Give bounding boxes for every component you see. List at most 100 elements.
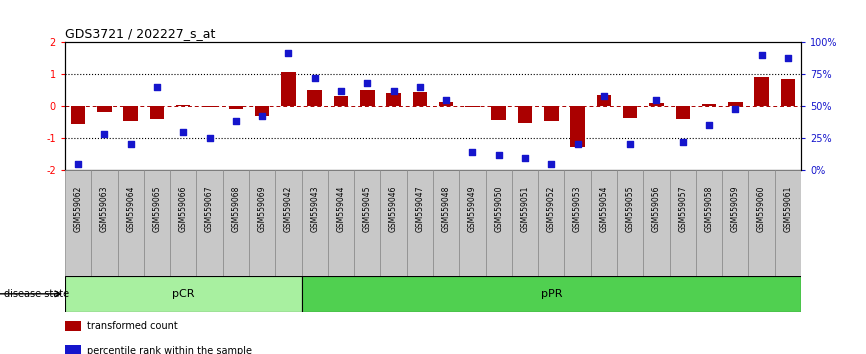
Bar [722, 170, 748, 276]
Bar [118, 170, 144, 276]
Bar [544, 106, 559, 121]
Bar [775, 170, 801, 276]
Bar [617, 170, 643, 276]
Text: GSM559066: GSM559066 [178, 186, 188, 232]
Text: pPR: pPR [540, 289, 562, 299]
Text: GSM559057: GSM559057 [678, 186, 688, 232]
Bar [71, 106, 86, 124]
Text: GDS3721 / 202227_s_at: GDS3721 / 202227_s_at [65, 27, 216, 40]
Text: GSM559055: GSM559055 [625, 186, 635, 232]
Bar [203, 106, 216, 108]
Text: GSM559058: GSM559058 [705, 186, 714, 232]
Point [728, 106, 742, 112]
Text: GSM559053: GSM559053 [573, 186, 582, 232]
Text: transformed count: transformed count [87, 321, 178, 331]
Point [702, 122, 716, 128]
Bar [144, 170, 170, 276]
Bar [407, 170, 433, 276]
Text: GSM559065: GSM559065 [152, 186, 161, 232]
Point [203, 135, 216, 141]
Point [150, 84, 164, 90]
Bar [150, 106, 165, 119]
Bar [249, 170, 275, 276]
Text: GSM559063: GSM559063 [100, 186, 109, 232]
Point [255, 114, 269, 119]
Point [71, 161, 85, 166]
Text: GSM559056: GSM559056 [652, 186, 661, 232]
Text: GSM559047: GSM559047 [416, 186, 424, 232]
Point [334, 88, 348, 94]
Bar [623, 106, 637, 118]
Bar [281, 72, 295, 106]
Bar [386, 93, 401, 106]
Bar [275, 170, 301, 276]
Text: GSM559061: GSM559061 [784, 186, 792, 232]
Point [413, 84, 427, 90]
Text: GSM559044: GSM559044 [337, 186, 346, 232]
Bar [492, 106, 506, 120]
Bar [518, 106, 533, 123]
Point [624, 142, 637, 147]
Bar [486, 170, 512, 276]
Bar [255, 106, 269, 116]
Text: GSM559060: GSM559060 [757, 186, 766, 232]
Bar [91, 170, 118, 276]
Bar [380, 170, 407, 276]
Text: GSM559042: GSM559042 [284, 186, 293, 232]
Bar [465, 106, 480, 108]
Text: GSM559062: GSM559062 [74, 186, 82, 232]
Point [307, 75, 321, 81]
Text: GSM559059: GSM559059 [731, 186, 740, 232]
Bar [439, 102, 454, 106]
Bar [591, 170, 617, 276]
Bar [748, 170, 775, 276]
Point [360, 80, 374, 86]
Bar [701, 104, 716, 106]
Point [492, 152, 506, 158]
Bar [459, 170, 486, 276]
Bar [65, 170, 91, 276]
Text: pCR: pCR [172, 289, 195, 299]
Point [177, 129, 191, 135]
Text: GSM559069: GSM559069 [257, 186, 267, 232]
Bar [754, 77, 769, 106]
Text: GSM559049: GSM559049 [468, 186, 477, 232]
Bar [538, 170, 565, 276]
Bar [571, 106, 585, 147]
Text: disease state: disease state [4, 289, 69, 299]
Bar [124, 106, 138, 120]
Text: GSM559043: GSM559043 [310, 186, 320, 232]
Bar [170, 170, 197, 276]
Point [781, 55, 795, 61]
Text: GSM559067: GSM559067 [205, 186, 214, 232]
Bar [97, 106, 112, 112]
Bar [65, 276, 301, 312]
Point [281, 50, 295, 56]
Point [571, 142, 585, 147]
Bar [675, 106, 690, 119]
Bar [412, 92, 427, 106]
Bar [728, 102, 742, 106]
Bar [65, 345, 81, 354]
Text: GSM559046: GSM559046 [389, 186, 398, 232]
Bar [669, 170, 696, 276]
Bar [328, 170, 354, 276]
Text: GSM559051: GSM559051 [520, 186, 529, 232]
Bar [307, 90, 322, 106]
Point [518, 156, 532, 161]
Point [545, 161, 559, 166]
Bar [301, 170, 328, 276]
Text: GSM559068: GSM559068 [231, 186, 241, 232]
Bar [650, 103, 663, 106]
Bar [229, 106, 243, 109]
Bar [301, 276, 801, 312]
Text: GSM559048: GSM559048 [442, 186, 450, 232]
Bar [565, 170, 591, 276]
Bar [333, 96, 348, 106]
Text: GSM559052: GSM559052 [546, 186, 556, 232]
Point [439, 97, 453, 103]
Bar [65, 320, 81, 331]
Bar [597, 95, 611, 106]
Bar [354, 170, 380, 276]
Point [386, 88, 400, 94]
